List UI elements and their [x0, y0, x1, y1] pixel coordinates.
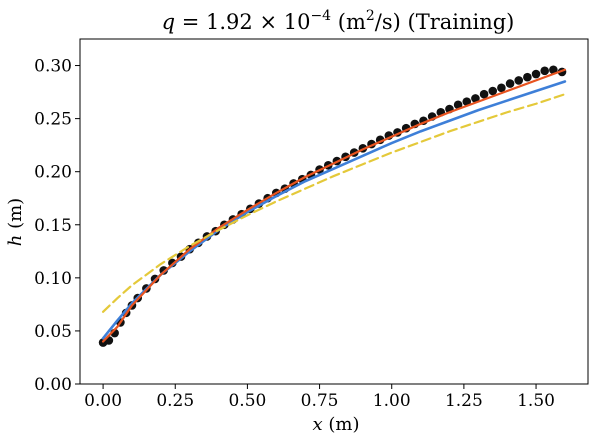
scatter-point: [523, 72, 532, 82]
scatter-point: [505, 79, 515, 88]
scatter-point: [471, 94, 480, 103]
y-tick-label: 0.10: [34, 269, 72, 289]
series-layer: [98, 65, 567, 347]
y-tick-label: 0.00: [34, 375, 72, 395]
scatter-point: [549, 65, 558, 75]
x-axis-unit: (m): [323, 414, 360, 435]
line-series: [101, 68, 567, 343]
y-axis-variable: h: [5, 235, 26, 247]
chart-title: q = 1.92 × 10−4 (m2/s) (Training): [162, 8, 515, 34]
y-axis-unit: (m): [5, 198, 26, 235]
y-tick-label: 0.20: [34, 163, 72, 183]
x-axis-ticks: 0.00 0.25 0.50 0.75 1.00 1.25 1.50: [84, 384, 555, 411]
plot-frame: [79, 38, 589, 385]
x-tick-label: 0.00: [84, 391, 122, 411]
y-tick-label: 0.30: [34, 57, 72, 77]
y-axis-ticks: 0.00 0.05 0.10 0.15 0.20 0.25 0.30: [34, 57, 80, 395]
scatter-point: [514, 76, 524, 85]
title-unit-exponent: 2: [366, 8, 375, 24]
x-tick-label: 0.50: [228, 391, 266, 411]
scatter-point: [462, 97, 472, 106]
line-series: [101, 93, 567, 313]
scatter-point: [540, 66, 550, 76]
y-tick-label: 0.15: [34, 216, 72, 236]
x-axis-variable: x: [313, 414, 323, 435]
scatter-point: [479, 89, 489, 99]
title-exponent: −4: [310, 8, 331, 24]
x-tick-label: 0.75: [301, 391, 339, 411]
x-tick-label: 1.00: [373, 391, 411, 411]
x-tick-label: 1.25: [445, 391, 483, 411]
scatter-point: [453, 100, 463, 110]
scatter-point: [488, 86, 498, 96]
y-axis-label: h (m): [5, 198, 26, 246]
y-tick-label: 0.25: [34, 110, 72, 130]
scatter-point: [497, 83, 506, 93]
x-tick-label: 1.50: [517, 391, 555, 411]
y-tick-label: 0.05: [34, 322, 72, 342]
x-axis-label: x (m): [313, 414, 360, 435]
title-equation: = 1.92 × 10: [175, 10, 310, 34]
title-unit-open: (m: [331, 10, 366, 34]
title-variable: q: [162, 10, 175, 34]
title-unit-close: /s) (Training): [375, 10, 515, 34]
scatter-point: [531, 69, 541, 79]
x-tick-label: 0.25: [156, 391, 194, 411]
